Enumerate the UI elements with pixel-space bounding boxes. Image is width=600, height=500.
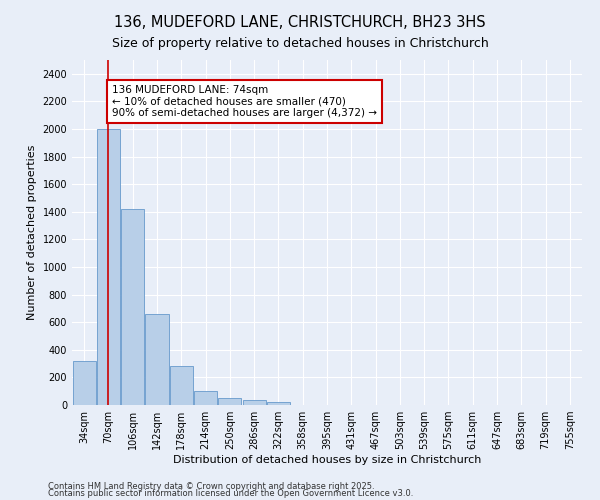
Bar [218,398,241,405]
Text: Contains HM Land Registry data © Crown copyright and database right 2025.: Contains HM Land Registry data © Crown c… [48,482,374,491]
Bar [242,400,266,405]
Bar [194,391,217,405]
Text: Contains public sector information licensed under the Open Government Licence v3: Contains public sector information licen… [48,490,413,498]
Bar [267,402,290,405]
Text: 136 MUDEFORD LANE: 74sqm
← 10% of detached houses are smaller (470)
90% of semi-: 136 MUDEFORD LANE: 74sqm ← 10% of detach… [112,85,377,118]
Bar [121,209,144,405]
Bar [145,314,169,405]
Bar [73,361,95,405]
Y-axis label: Number of detached properties: Number of detached properties [27,145,37,320]
X-axis label: Distribution of detached houses by size in Christchurch: Distribution of detached houses by size … [173,455,481,465]
Bar [97,129,120,405]
Text: 136, MUDEFORD LANE, CHRISTCHURCH, BH23 3HS: 136, MUDEFORD LANE, CHRISTCHURCH, BH23 3… [114,15,486,30]
Bar [170,366,193,405]
Text: Size of property relative to detached houses in Christchurch: Size of property relative to detached ho… [112,38,488,51]
